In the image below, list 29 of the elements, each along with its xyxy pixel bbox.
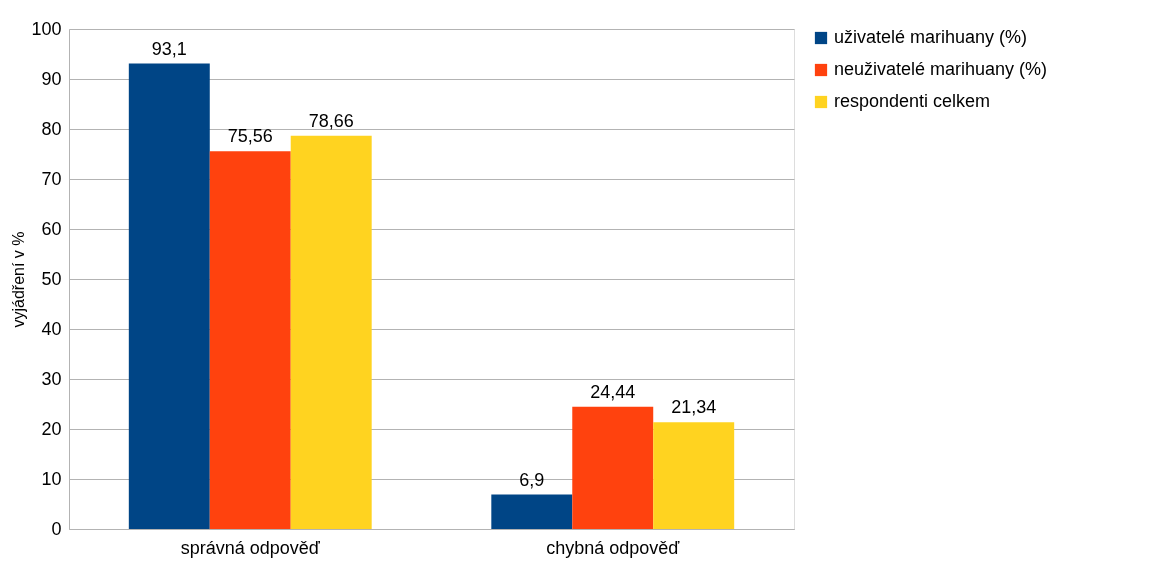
- data-label: 75,56: [227, 126, 273, 147]
- data-label: 78,66: [308, 110, 354, 131]
- y-axis-title: vyjádření v %: [10, 231, 28, 328]
- y-tick-label: 90: [41, 68, 62, 89]
- legend-label: neuživatelé marihuany (%): [834, 59, 1048, 79]
- y-tick-label: 10: [41, 468, 62, 489]
- y-tick-label: 80: [41, 118, 62, 139]
- data-label: 6,9: [519, 469, 545, 490]
- x-tick-label: chybná odpověď: [546, 537, 681, 558]
- legend-label: uživatelé marihuany (%): [834, 27, 1028, 47]
- data-label: 21,34: [671, 397, 717, 418]
- bar: [491, 494, 573, 529]
- bar: [572, 406, 654, 529]
- y-tick-label: 70: [41, 168, 62, 189]
- bar: [209, 151, 291, 529]
- legend-label: respondenti celkem: [834, 91, 991, 111]
- x-tick-label: správná odpověď: [180, 537, 321, 558]
- bar: [290, 135, 372, 529]
- bar: [653, 422, 735, 529]
- y-tick-label: 50: [41, 268, 62, 289]
- y-tick-label: 20: [41, 418, 62, 439]
- data-label: 93,1: [151, 38, 187, 59]
- y-tick-label: 30: [41, 368, 62, 389]
- y-tick-label: 0: [51, 518, 62, 539]
- y-tick-label: 100: [31, 18, 62, 39]
- data-label: 24,44: [590, 381, 636, 402]
- y-tick-label: 60: [41, 218, 62, 239]
- bar: [128, 63, 210, 529]
- y-tick-label: 40: [41, 318, 62, 339]
